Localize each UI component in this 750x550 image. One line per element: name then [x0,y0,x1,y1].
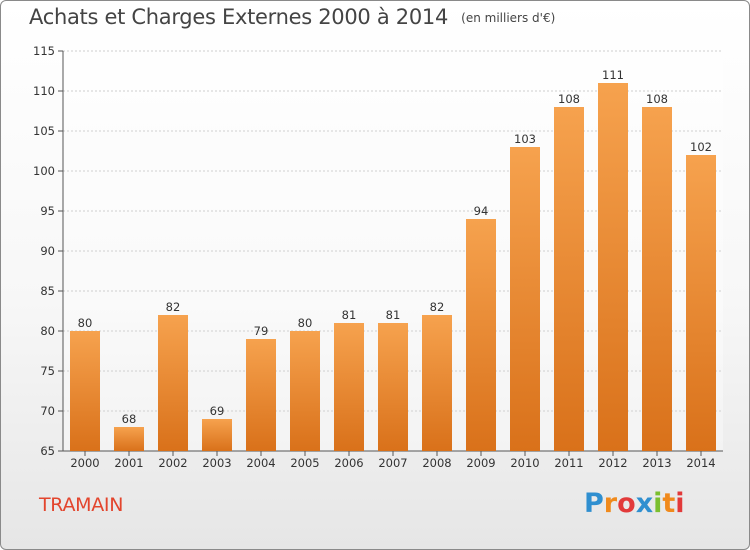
y-tick-label: 65 [40,444,55,458]
x-tick-label: 2007 [378,456,407,470]
data-label: 103 [514,132,536,146]
proxiti-logo: Proxiti [584,488,685,519]
data-label: 108 [558,92,580,106]
x-tick-label: 2011 [554,456,583,470]
y-tick-label: 80 [40,324,55,338]
bar [114,427,144,451]
bar [378,323,408,451]
bar [510,147,540,451]
x-tick-label: 2001 [114,456,143,470]
data-label: 80 [298,316,313,330]
x-tick-label: 2014 [686,456,715,470]
y-tick-label: 95 [40,204,55,218]
data-label: 79 [254,324,269,338]
data-label: 68 [122,412,137,426]
bar [290,331,320,451]
chart-title-main: Achats et Charges Externes 2000 à 2014 [29,5,449,29]
bar [598,83,628,451]
data-label: 81 [342,308,357,322]
bar [70,331,100,451]
chart-title: Achats et Charges Externes 2000 à 2014 (… [29,5,555,29]
bar [202,419,232,451]
bar [554,107,584,451]
x-tick-label: 2010 [510,456,539,470]
x-tick-label: 2009 [466,456,495,470]
y-tick-label: 115 [33,44,55,58]
y-tick-label: 110 [33,84,55,98]
bar [334,323,364,451]
bar [158,315,188,451]
bar [422,315,452,451]
logo-letter: i [675,488,685,519]
y-tick-label: 90 [40,244,55,258]
x-tick-label: 2006 [334,456,363,470]
x-tick-label: 2012 [598,456,627,470]
bar [642,107,672,451]
logo-letter: o [617,488,636,519]
logo-letter: P [584,488,604,519]
y-tick-label: 100 [33,164,55,178]
logo-letter: x [635,488,654,519]
data-label: 81 [386,308,401,322]
data-label: 94 [474,204,489,218]
bar [686,155,716,451]
x-tick-label: 2002 [158,456,187,470]
y-tick-label: 105 [33,124,55,138]
logo-letter: t [662,488,676,519]
x-tick-label: 2013 [642,456,671,470]
data-label: 82 [166,300,181,314]
data-label: 80 [78,316,93,330]
y-tick-label: 85 [40,284,55,298]
data-label: 102 [690,140,712,154]
x-tick-label: 2005 [290,456,319,470]
x-tick-label: 2004 [246,456,275,470]
y-tick-label: 70 [40,404,55,418]
x-tick-label: 2008 [422,456,451,470]
bar [466,219,496,451]
x-tick-label: 2003 [202,456,231,470]
data-label: 108 [646,92,668,106]
logo-letter: r [603,488,618,519]
bar [246,339,276,451]
logo-letter: i [653,488,663,519]
data-label: 82 [430,300,445,314]
y-tick-label: 75 [40,364,55,378]
x-tick-label: 2000 [70,456,99,470]
chart-subtitle: (en milliers d'€) [461,11,556,25]
data-label: 111 [602,68,624,82]
data-label: 69 [210,404,225,418]
place-name: TRAMAIN [39,494,124,516]
